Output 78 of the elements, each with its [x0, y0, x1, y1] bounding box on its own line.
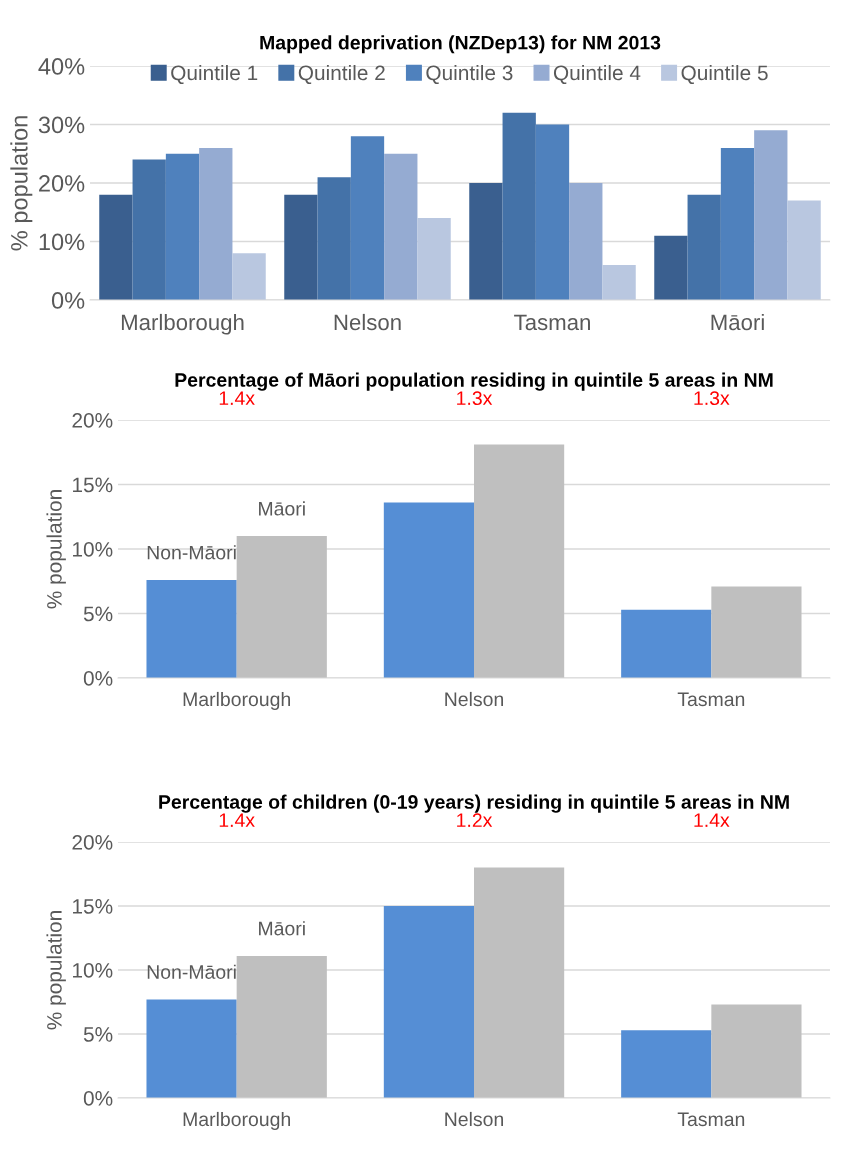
x-tick-label: Tasman — [677, 692, 745, 707]
y-tick-label: 0% — [83, 671, 113, 686]
y-tick-label: 10% — [39, 233, 85, 251]
bar — [236, 536, 327, 678]
x-tick-label: Māori — [711, 313, 764, 331]
bar — [284, 194, 318, 300]
series-label: Māori — [259, 921, 305, 936]
bar — [317, 177, 351, 300]
x-tick-label: Marlborough — [183, 691, 290, 711]
bar — [621, 1030, 712, 1098]
y-tick-label: 20% — [72, 413, 113, 428]
bar — [383, 502, 474, 678]
bar — [787, 200, 821, 300]
series-label: Non-Māori — [147, 964, 236, 979]
y-tick-label: 10% — [73, 542, 113, 557]
y-tick-label: 20% — [39, 175, 85, 192]
chart-title: Percentage of Māori population residing in quintile 5 areas in NM — [175, 372, 773, 391]
y-axis-title: % population — [46, 490, 66, 609]
bar — [654, 235, 688, 300]
y-tick-label: 15% — [73, 899, 113, 914]
text: 1.3x — [457, 391, 493, 406]
y-axis-title: % population — [46, 911, 66, 1030]
bar — [474, 444, 565, 678]
y-tick-label: 0% — [51, 292, 85, 309]
y-tick-label: 30% — [38, 116, 85, 134]
text: 1.2x — [457, 813, 493, 827]
x-tick-label: Marlborough — [183, 1111, 290, 1131]
bar — [132, 159, 166, 300]
bar — [502, 112, 536, 300]
y-tick-label: 10% — [73, 963, 113, 978]
text: 1.4x — [694, 813, 730, 827]
y-tick-label: 20% — [72, 835, 113, 850]
bar — [146, 579, 237, 678]
bar — [621, 609, 712, 678]
bar — [535, 124, 570, 300]
legend-label: Quintile 4 — [553, 64, 641, 85]
y-tick-label: 5% — [83, 606, 113, 622]
bar — [99, 194, 133, 300]
y-tick-label: 5% — [83, 1027, 113, 1042]
bar — [236, 955, 327, 1098]
bar — [350, 136, 385, 300]
bar — [754, 130, 788, 300]
bar — [711, 1004, 802, 1098]
x-tick-label: Tasman — [677, 1112, 745, 1127]
legend-label: Quintile 2 — [298, 64, 385, 85]
bar — [232, 253, 266, 300]
bar — [384, 153, 418, 300]
bar — [165, 153, 200, 300]
bar — [711, 586, 802, 678]
text: 1.4x — [219, 813, 255, 827]
legend-label: Quintile 3 — [426, 64, 513, 85]
x-tick-label: Tasman — [514, 314, 590, 331]
bar — [469, 183, 503, 300]
bar — [474, 867, 565, 1098]
bar — [720, 147, 755, 300]
y-tick-label: 15% — [73, 477, 113, 493]
x-tick-label: Nelson — [334, 313, 401, 331]
bar — [383, 906, 474, 1098]
chart-title: Mapped deprivation (NZDep13) for NM 2013 — [260, 35, 661, 54]
legend-label: Quintile 1 — [171, 64, 258, 85]
bar — [602, 264, 636, 300]
text: 1.3x — [694, 391, 730, 406]
bar — [199, 147, 233, 300]
series-label: Non-Māori — [147, 545, 236, 560]
x-tick-label: Nelson — [445, 691, 503, 707]
bar — [146, 999, 237, 1098]
legend-label: Quintile 5 — [681, 64, 768, 85]
chart-title: Percentage of children (0-19 years) residing in quintile 5 areas in NM — [159, 794, 789, 813]
bar — [417, 218, 451, 300]
bar — [687, 194, 721, 300]
text: 1.4x — [219, 391, 255, 405]
bar — [569, 183, 603, 300]
x-tick-label: Nelson — [445, 1111, 503, 1127]
y-tick-label: 0% — [83, 1091, 113, 1106]
series-label: Māori — [259, 501, 305, 516]
y-axis-title: % population — [10, 116, 33, 251]
x-tick-label: Marlborough — [121, 313, 244, 335]
y-tick-label: 40% — [38, 58, 85, 75]
